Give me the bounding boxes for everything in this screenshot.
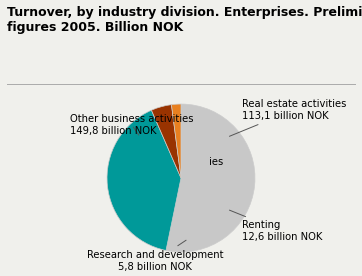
- Wedge shape: [151, 105, 181, 178]
- Wedge shape: [166, 104, 255, 252]
- Text: Turnover, by industry division. Enterprises. Preliminary
figures 2005. Billion N: Turnover, by industry division. Enterpri…: [7, 6, 362, 33]
- Wedge shape: [107, 110, 181, 250]
- Text: ies: ies: [209, 157, 223, 167]
- Text: Real estate activities
113,1 billion NOK: Real estate activities 113,1 billion NOK: [230, 99, 346, 136]
- Text: Research and development
5,8 billion NOK: Research and development 5,8 billion NOK: [87, 240, 223, 272]
- Wedge shape: [172, 104, 181, 178]
- Text: Renting
12,6 billion NOK: Renting 12,6 billion NOK: [230, 210, 322, 242]
- Text: Other business activities
149,8 billion NOK: Other business activities 149,8 billion …: [70, 114, 194, 136]
